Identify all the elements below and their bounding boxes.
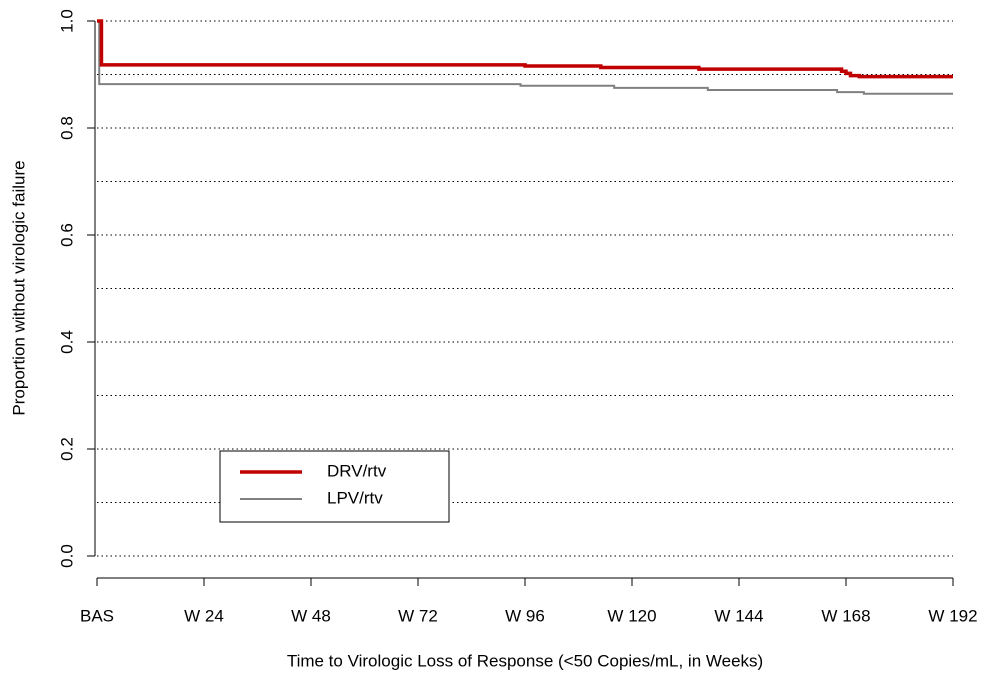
legend-label: DRV/rtv (327, 461, 387, 480)
x-tick-label: W 144 (714, 606, 763, 625)
km-curve (97, 20, 953, 95)
y-axis-title: Proportion without virologic failure (9, 160, 28, 415)
x-tick-label: W 168 (821, 606, 870, 625)
y-tick-label: 0.2 (57, 437, 76, 461)
x-tick-label: W 120 (607, 606, 656, 625)
legend-box (219, 450, 450, 523)
legend: DRV/rtv LPV/rtv (219, 450, 450, 523)
x-tick-label: W 24 (184, 606, 224, 625)
y-tick-label: 0.8 (57, 116, 76, 140)
km-curve (97, 19, 953, 79)
x-tick-label: W 48 (291, 606, 331, 625)
x-tick-label: W 192 (928, 606, 977, 625)
x-tick-label: W 96 (505, 606, 545, 625)
y-tick-label: 0.6 (57, 223, 76, 247)
legend-label: LPV/rtv (327, 488, 383, 507)
x-tick-label: W 72 (398, 606, 438, 625)
x-axis-title: Time to Virologic Loss of Response (<50 … (287, 651, 763, 670)
y-tick-label: 0.4 (57, 330, 76, 354)
y-tick-label: 1.0 (57, 9, 76, 33)
x-tick-label: BAS (80, 606, 114, 625)
y-tick-label: 0.0 (57, 544, 76, 568)
